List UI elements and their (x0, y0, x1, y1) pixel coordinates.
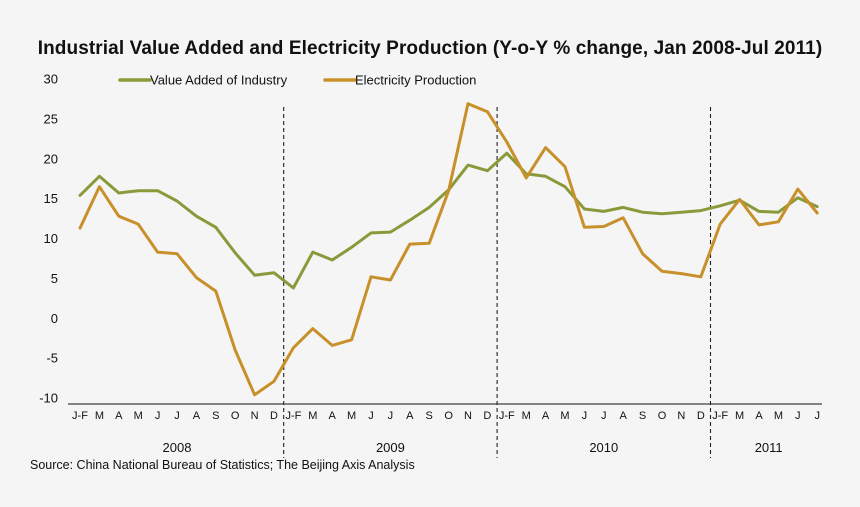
x-tick-label: O (658, 410, 667, 422)
x-tick-label: A (406, 410, 414, 422)
year-label: 2009 (376, 440, 405, 455)
x-tick-label: M (774, 410, 783, 422)
x-tick-label: J-F (712, 410, 728, 422)
y-tick-label: 20 (44, 151, 58, 166)
x-tick-label: S (639, 410, 646, 422)
x-tick-label: J-F (499, 410, 515, 422)
x-tick-label: A (193, 410, 201, 422)
y-tick-label: 25 (44, 111, 58, 126)
x-tick-label: D (270, 410, 278, 422)
x-tick-label: M (134, 410, 143, 422)
x-tick-label: D (483, 410, 491, 422)
x-tick-label: J-F (285, 410, 301, 422)
x-tick-label: J (795, 410, 801, 422)
x-tick-label: J (174, 410, 180, 422)
x-tick-label: J (814, 410, 820, 422)
y-tick-label: 10 (44, 231, 58, 246)
x-tick-label: S (212, 410, 219, 422)
legend-label: Value Added of Industry (150, 73, 288, 88)
x-tick-label: N (251, 410, 259, 422)
series-line (78, 151, 819, 290)
y-tick-label: -5 (46, 351, 58, 366)
x-tick-label: N (464, 410, 472, 422)
legend-label: Electricity Production (355, 73, 476, 88)
x-tick-label: A (755, 410, 763, 422)
year-label: 2011 (755, 440, 783, 455)
x-tick-label: J-F (72, 410, 88, 422)
year-labels: 2008 2009 2010 2011 (163, 440, 783, 455)
x-tick-label: A (620, 410, 628, 422)
x-tick-label: J (388, 410, 394, 422)
year-label: 2008 (163, 440, 192, 455)
y-tick-label: -10 (39, 391, 58, 406)
x-tick-label: M (560, 410, 569, 422)
y-axis: 30 25 20 15 10 5 0 -5 -10 (39, 72, 58, 406)
x-tick-label: D (697, 410, 705, 422)
x-tick-label: M (735, 410, 744, 422)
y-tick-label: 5 (51, 271, 58, 286)
legend: Value Added of Industry Electricity Produ… (118, 73, 476, 88)
x-tick-label: S (426, 410, 433, 422)
x-tick-label: M (347, 410, 356, 422)
x-tick-label: M (308, 410, 317, 422)
x-tick-label: J (601, 410, 607, 422)
x-tick-label: A (542, 410, 550, 422)
x-tick-label: J (582, 410, 588, 422)
x-tick-label: J (155, 410, 161, 422)
x-tick-label: J (368, 410, 374, 422)
chart-title: Industrial Value Added and Electricity P… (37, 38, 823, 59)
x-tick-labels: J-F M A M J J A S O N D J-F M A M J J A S O N D J-F M A M J J A S O N D J… (72, 410, 820, 422)
x-tick-label: O (444, 410, 453, 422)
series-line (78, 102, 819, 397)
x-tick-label: A (329, 410, 337, 422)
y-tick-label: 0 (51, 311, 58, 326)
x-tick-label: N (677, 410, 685, 422)
x-tick-label: O (231, 410, 240, 422)
x-tick-label: A (115, 410, 123, 422)
source-note: Source: China National Bureau of Statist… (30, 458, 415, 472)
year-dividers (283, 107, 712, 458)
y-tick-label: 30 (44, 72, 58, 87)
x-tick-label: M (522, 410, 531, 422)
x-tick-label: M (95, 410, 104, 422)
year-label: 2010 (589, 440, 618, 455)
y-tick-label: 15 (44, 191, 58, 206)
series-lines (78, 102, 819, 397)
